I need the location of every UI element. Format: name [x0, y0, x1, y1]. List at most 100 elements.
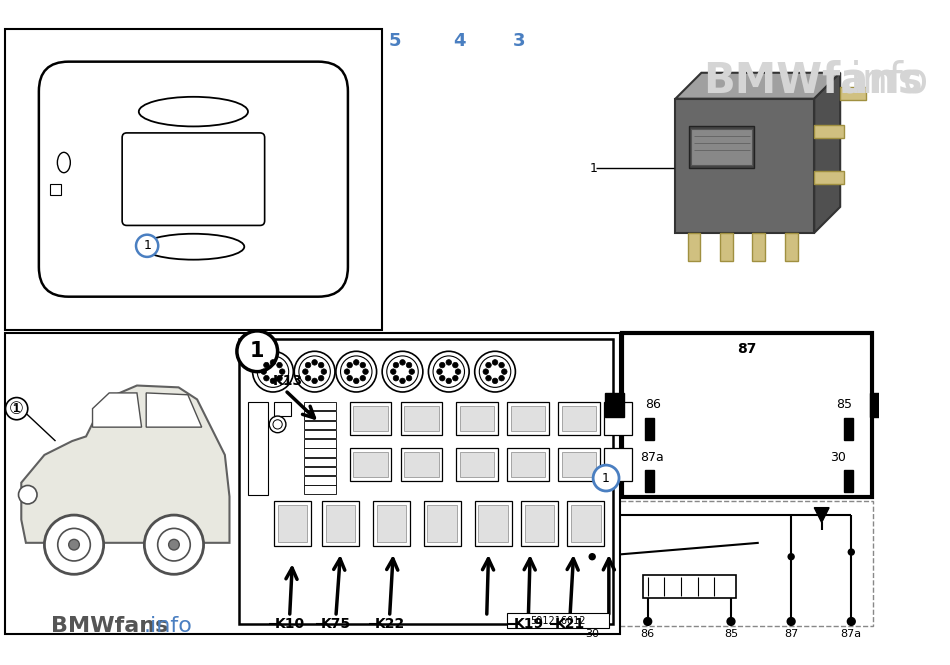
Bar: [870, 393, 888, 417]
Circle shape: [499, 362, 504, 368]
Text: 4: 4: [454, 33, 466, 51]
Bar: [350, 448, 391, 481]
Bar: [524, 505, 554, 542]
Bar: [479, 505, 508, 542]
Text: BMWfans: BMWfans: [703, 59, 922, 101]
Bar: [561, 452, 596, 477]
Bar: [844, 469, 853, 492]
Bar: [475, 501, 512, 545]
Bar: [376, 505, 407, 542]
Circle shape: [158, 529, 190, 561]
Circle shape: [294, 351, 335, 392]
Circle shape: [305, 376, 311, 381]
Bar: [353, 406, 388, 431]
Text: K22: K22: [374, 617, 405, 631]
Circle shape: [270, 378, 275, 384]
Bar: [558, 448, 599, 481]
Bar: [460, 452, 494, 477]
Bar: [605, 393, 623, 417]
Circle shape: [400, 360, 406, 365]
Bar: [303, 402, 336, 410]
Circle shape: [353, 360, 359, 365]
Circle shape: [593, 465, 619, 491]
Circle shape: [492, 360, 498, 365]
Circle shape: [433, 356, 465, 388]
Bar: [5, 29, 382, 330]
Bar: [511, 452, 545, 477]
Circle shape: [318, 362, 324, 368]
Bar: [511, 406, 545, 431]
Bar: [405, 452, 439, 477]
Circle shape: [299, 356, 331, 388]
Text: 501216012: 501216012: [530, 616, 586, 626]
Circle shape: [846, 617, 856, 626]
Circle shape: [347, 362, 352, 368]
Circle shape: [393, 362, 399, 368]
Bar: [507, 448, 549, 481]
Bar: [561, 406, 596, 431]
Bar: [752, 233, 766, 261]
Circle shape: [847, 549, 855, 556]
Circle shape: [303, 369, 308, 374]
Circle shape: [400, 378, 406, 384]
Circle shape: [321, 369, 327, 374]
Bar: [690, 126, 754, 168]
Circle shape: [312, 378, 317, 384]
Text: 1: 1: [12, 402, 21, 415]
Text: 85: 85: [724, 630, 738, 640]
Text: K21: K21: [555, 617, 585, 631]
Bar: [456, 402, 498, 434]
Bar: [401, 448, 443, 481]
Circle shape: [787, 617, 796, 626]
Bar: [405, 406, 439, 431]
Circle shape: [492, 378, 498, 384]
Text: K75: K75: [321, 617, 351, 631]
Bar: [303, 458, 336, 466]
Circle shape: [347, 376, 352, 381]
Circle shape: [499, 376, 504, 381]
Bar: [248, 402, 268, 495]
Text: 87: 87: [784, 630, 798, 640]
Circle shape: [382, 351, 423, 392]
Text: .info: .info: [143, 616, 192, 636]
Circle shape: [475, 351, 516, 392]
Bar: [645, 469, 655, 492]
Circle shape: [279, 369, 285, 374]
Circle shape: [264, 362, 269, 368]
Circle shape: [588, 553, 596, 561]
Circle shape: [269, 416, 286, 433]
Bar: [373, 501, 409, 545]
Bar: [5, 332, 620, 634]
Bar: [571, 505, 600, 542]
Circle shape: [446, 360, 451, 365]
Circle shape: [440, 376, 445, 381]
Bar: [844, 418, 853, 440]
Circle shape: [452, 362, 458, 368]
Bar: [401, 402, 443, 434]
Circle shape: [318, 376, 324, 381]
Text: 87: 87: [737, 342, 756, 356]
Circle shape: [440, 362, 445, 368]
Circle shape: [261, 369, 267, 374]
Circle shape: [45, 515, 104, 575]
Bar: [303, 421, 336, 429]
Circle shape: [485, 362, 491, 368]
Polygon shape: [146, 393, 201, 427]
Text: 85: 85: [837, 398, 852, 412]
Bar: [50, 184, 61, 195]
Bar: [353, 452, 388, 477]
Circle shape: [452, 376, 458, 381]
Ellipse shape: [57, 152, 70, 173]
Polygon shape: [814, 72, 840, 233]
Bar: [274, 402, 291, 416]
Circle shape: [68, 539, 80, 550]
Bar: [303, 430, 336, 438]
Circle shape: [588, 617, 597, 626]
Polygon shape: [675, 72, 840, 98]
Bar: [643, 575, 735, 598]
Circle shape: [253, 351, 294, 392]
Circle shape: [393, 376, 399, 381]
Circle shape: [257, 356, 289, 388]
Polygon shape: [814, 507, 829, 523]
Circle shape: [336, 351, 376, 392]
